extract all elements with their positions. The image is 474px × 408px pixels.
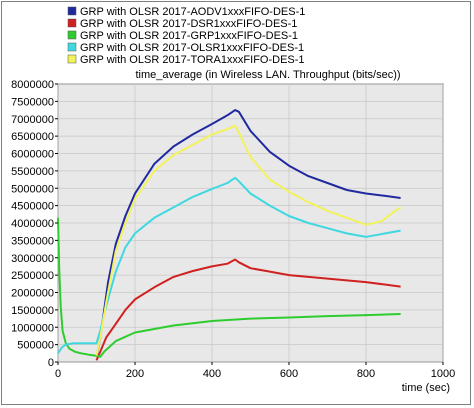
y-tick-label: 8000000 <box>11 79 54 91</box>
y-tick-label: 6500000 <box>11 131 54 143</box>
legend-label: GRP with OLSR 2017-OLSR1xxxFIFO-DES-1 <box>80 42 304 54</box>
x-tick-label: 0 <box>55 368 61 380</box>
legend-swatch <box>67 6 77 16</box>
series-lines <box>57 109 402 361</box>
x-axis-label: time (sec) <box>402 382 450 394</box>
y-tick-label: 0 <box>48 357 54 369</box>
y-tick-label: 7000000 <box>11 114 54 126</box>
y-tick-label: 5000000 <box>11 183 54 195</box>
legend-swatch <box>67 18 77 28</box>
x-tick-label: 800 <box>357 368 375 380</box>
axes: 0 500000 1000000 1500000 2000000 2500000 30000… <box>11 79 455 380</box>
y-tick-label: 6000000 <box>11 149 54 161</box>
legend: GRP with OLSR 2017-AODV1xxxFIFO-DES-1GRP… <box>67 6 305 66</box>
series-line <box>57 176 401 354</box>
y-tick-label: 3500000 <box>11 235 54 247</box>
y-tick-label: 5500000 <box>11 166 54 178</box>
grid <box>57 83 444 363</box>
x-tick-label: 600 <box>280 368 298 380</box>
y-tick-label: 2500000 <box>11 270 54 282</box>
series-line <box>95 258 401 361</box>
y-tick-label: 2000000 <box>11 288 54 300</box>
chart-title: time_average (in Wireless LAN. Throughpu… <box>135 69 400 81</box>
y-tick-label: 1500000 <box>11 305 54 317</box>
y-tick-label: 1000000 <box>11 322 54 334</box>
legend-swatch <box>67 54 77 64</box>
legend-label: GRP with OLSR 2017-GRP1xxxFIFO-DES-1 <box>80 30 298 42</box>
x-tick-label: 1000 <box>431 368 455 380</box>
legend-label: GRP with OLSR 2017-AODV1xxxFIFO-DES-1 <box>80 6 305 18</box>
legend-label: GRP with OLSR 2017-DSR1xxxFIFO-DES-1 <box>80 18 297 30</box>
legend-label: GRP with OLSR 2017-TORA1xxxFIFO-DES-1 <box>80 54 305 66</box>
legend-swatch <box>67 30 77 40</box>
series-line <box>95 124 402 356</box>
series-line <box>95 109 401 357</box>
y-tick-label: 4500000 <box>11 201 54 213</box>
series-line <box>57 217 401 358</box>
y-tick-label: 7500000 <box>11 96 54 108</box>
x-tick-label: 400 <box>203 368 221 380</box>
legend-swatch <box>67 42 77 52</box>
y-tick-label: 3000000 <box>11 253 54 265</box>
y-tick-label: 4000000 <box>11 218 54 230</box>
y-tick-label: 500000 <box>17 340 54 352</box>
x-tick-label: 200 <box>126 368 144 380</box>
